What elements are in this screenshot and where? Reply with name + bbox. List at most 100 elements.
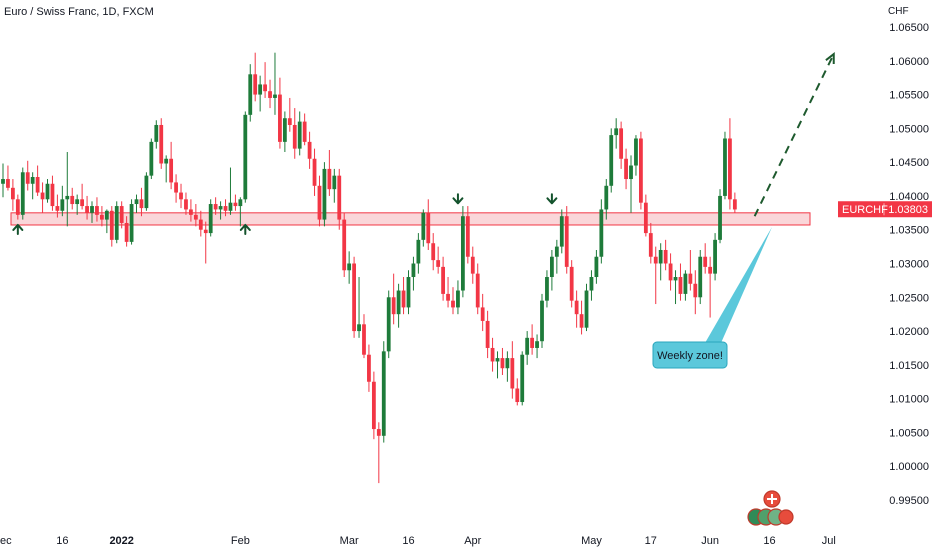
candle-body: [129, 204, 134, 242]
price-axis[interactable]: 1.06500 1.06000 1.05500 1.05000 1.04500 1.040…: [889, 22, 929, 507]
candle: [579, 300, 584, 335]
y-tick-label: 1.04500: [889, 157, 929, 169]
y-tick-label: 1.00000: [889, 461, 929, 473]
candle-body: [278, 94, 282, 142]
candle: [248, 64, 253, 122]
candle-body: [698, 256, 703, 298]
candle: [386, 290, 391, 359]
chart-title: Euro / Swiss Franc, 1D, FXCM: [4, 6, 154, 18]
x-tick-label: Mar: [340, 535, 359, 547]
candle-body: [30, 177, 35, 184]
candle-body: [302, 121, 307, 142]
candle: [50, 175, 55, 211]
y-tick-label: 1.02000: [889, 326, 929, 338]
x-tick-label: 16: [56, 535, 68, 547]
candle-body: [545, 277, 549, 301]
candle-body: [470, 256, 475, 274]
candle-body: [431, 243, 436, 261]
candle-body: [371, 381, 376, 430]
projection-line: [753, 53, 835, 217]
candle: [401, 277, 406, 315]
candle: [520, 351, 525, 406]
candle-body: [376, 429, 381, 436]
candle-body: [352, 263, 356, 332]
candle-body: [574, 300, 579, 315]
callout-box: [652, 341, 728, 369]
candle: [540, 293, 544, 348]
candle-body: [723, 138, 727, 196]
candle: [40, 182, 45, 213]
candle-body: [45, 183, 50, 200]
candle: [208, 199, 213, 237]
candle-body: [347, 263, 352, 271]
candle-body: [253, 74, 258, 95]
candle: [485, 310, 490, 359]
candle-body: [193, 214, 198, 220]
callout-label: Weekly zone!: [657, 350, 723, 362]
candle-body: [510, 358, 515, 389]
candle: [688, 249, 693, 291]
candle: [367, 344, 371, 392]
candle-body: [25, 172, 30, 184]
arrow-down-icon: [452, 193, 464, 205]
candle: [258, 75, 263, 112]
candle-body: [416, 239, 421, 264]
candle-body: [228, 202, 233, 211]
y-tick-label: 1.04000: [889, 191, 929, 203]
candle-body: [708, 266, 713, 274]
x-tick-label: 2022: [109, 535, 133, 547]
candle: [530, 324, 535, 355]
candle-body: [109, 210, 114, 240]
y-tick-label: 1.03500: [889, 225, 929, 237]
candle: [124, 216, 129, 247]
candle-body: [594, 256, 599, 278]
candle-body: [189, 209, 193, 215]
candle-body: [198, 219, 203, 230]
candle: [6, 165, 10, 191]
candle-body: [535, 341, 539, 348]
candle: [169, 141, 174, 190]
candle-body: [401, 290, 406, 308]
candle-body: [673, 277, 678, 281]
candle-body: [386, 297, 391, 352]
candle-body: [233, 202, 238, 207]
candle-body: [495, 358, 500, 362]
candle: [100, 206, 104, 227]
candle-body: [693, 283, 698, 298]
candle-body: [589, 277, 594, 291]
candle: [376, 422, 381, 484]
candle-body: [159, 124, 164, 164]
candle: [554, 239, 559, 274]
candle: [490, 337, 495, 372]
candle: [129, 199, 134, 245]
time-axis[interactable]: ec 16 2022 Feb Mar 16 Apr May 17 Jun 16 Jul: [0, 535, 836, 547]
candle: [421, 209, 426, 247]
candle: [268, 79, 272, 109]
x-tick-label: 17: [645, 535, 657, 547]
candle-body: [149, 141, 154, 176]
candle: [104, 209, 109, 234]
candle: [648, 222, 653, 264]
candle: [302, 113, 307, 146]
candle: [569, 260, 574, 308]
price-tag-background: [838, 201, 932, 218]
candle: [60, 185, 65, 217]
candle: [10, 179, 15, 211]
candle: [1, 163, 5, 198]
candle: [549, 249, 554, 291]
candle: [703, 243, 708, 274]
candle-body: [426, 212, 431, 244]
candle-body: [179, 192, 183, 200]
candle: [643, 194, 648, 237]
candle: [35, 165, 40, 196]
candle-body: [213, 204, 218, 210]
x-tick-label: 16: [402, 535, 414, 547]
y-tick-label: 1.02500: [889, 292, 929, 304]
candle-body: [643, 202, 648, 234]
candle-body: [703, 256, 708, 267]
candle: [95, 197, 99, 222]
candle: [693, 270, 698, 315]
x-tick-label: Jul: [822, 535, 836, 547]
y-tick-label: 1.00500: [889, 427, 929, 439]
